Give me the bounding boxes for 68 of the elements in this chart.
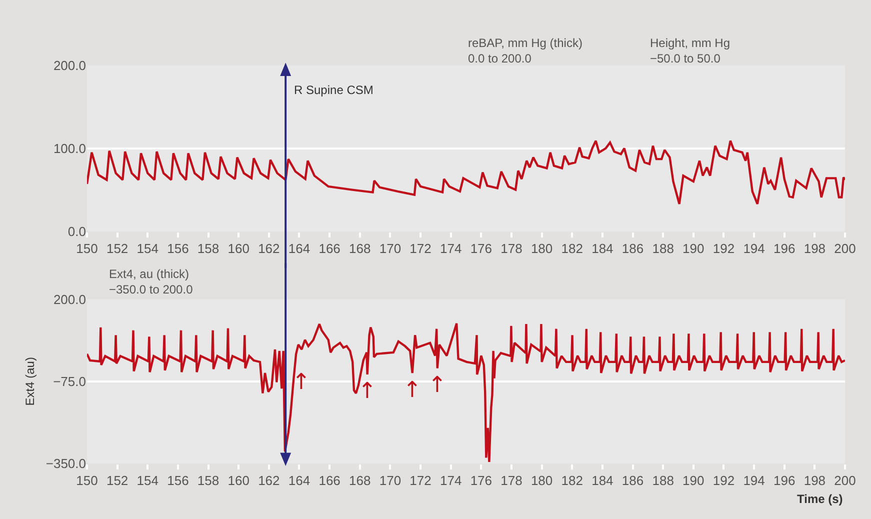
y-tick-label: −350.0 — [46, 456, 86, 471]
x-tick-label: 166 — [318, 473, 340, 488]
annotation: ↑ — [403, 378, 422, 403]
annotation: Height, mm Hg −50.0 to 50.0 — [650, 36, 730, 66]
x-tick-label: 174 — [440, 473, 462, 488]
x-tick-label: 168 — [349, 240, 371, 256]
x-tick-label: 166 — [318, 240, 340, 256]
x-tick-label: 156 — [167, 240, 189, 256]
x-tick-label: 192 — [712, 473, 735, 488]
x-tick-label: 198 — [804, 240, 826, 256]
x-tick-label: 190 — [682, 240, 704, 256]
x-tick-label: 162 — [258, 240, 280, 256]
x-tick-label: 180 — [530, 240, 553, 256]
x-tick-label: 152 — [106, 473, 128, 488]
x-tick-label: 164 — [288, 473, 310, 488]
x-tick-label: 200 — [834, 240, 856, 256]
x-axis-title: Time (s) — [797, 492, 843, 506]
x-tick-label: 172 — [410, 240, 432, 256]
x-tick-label: 158 — [197, 473, 220, 488]
annotation: ↑ — [358, 379, 376, 404]
x-tick-label: 184 — [592, 473, 614, 488]
x-tick-label: 182 — [561, 240, 583, 256]
x-tick-label: 196 — [774, 240, 796, 256]
x-tick-label: 178 — [500, 473, 522, 488]
y-tick-label: 0.0 — [68, 224, 86, 239]
x-tick-label: 172 — [410, 473, 432, 488]
annotation: ↑ — [428, 373, 446, 398]
x-tick-label: 180 — [530, 473, 553, 488]
x-tick-label: 158 — [197, 240, 220, 256]
x-tick-label: 190 — [682, 473, 704, 488]
text: Ext4, au (thick) −350.0 to 200.0 — [109, 267, 194, 297]
x-tick-label: 200 — [834, 473, 856, 488]
x-tick-label: 178 — [500, 240, 522, 256]
x-tick-label: 160 — [228, 240, 250, 256]
x-tick-label: 176 — [470, 473, 492, 488]
x-tick-label: 182 — [561, 473, 583, 488]
x-tick-label: 198 — [804, 473, 826, 488]
x-tick-label: 186 — [622, 240, 644, 256]
y-tick-label: 200.0 — [53, 58, 86, 73]
y-tick-label: 100.0 — [53, 140, 86, 156]
x-tick-label: 154 — [136, 240, 158, 256]
x-tick-label: 154 — [136, 473, 158, 488]
y-axis-title: Ext4 (au) — [23, 357, 38, 406]
x-tick-label: 192 — [712, 240, 735, 256]
x-tick-label: 150 — [76, 473, 98, 488]
x-tick-label: 150 — [76, 240, 98, 256]
x-tick-label: 170 — [379, 240, 402, 256]
x-tick-label: 164 — [288, 240, 310, 256]
annotation: reBAP, mm Hg (thick) 0.0 to 200.0 — [468, 36, 582, 66]
x-tick-label: 188 — [652, 240, 674, 256]
ref-line-label: R Supine CSM — [294, 83, 374, 97]
x-tick-label: 194 — [743, 473, 765, 488]
x-tick-label: 168 — [349, 473, 371, 488]
x-tick-label: 160 — [228, 473, 250, 488]
x-tick-label: 184 — [592, 240, 614, 256]
x-tick-label: 194 — [743, 240, 765, 256]
y-tick-label: 200.0 — [53, 292, 86, 307]
x-tick-label: 162 — [258, 473, 280, 488]
y-tick-label: −75.0 — [53, 374, 86, 389]
x-tick-label: 170 — [379, 473, 402, 488]
x-tick-label: 188 — [652, 473, 674, 488]
x-tick-label: 176 — [470, 240, 492, 256]
x-tick-label: 152 — [106, 240, 128, 256]
x-tick-label: 186 — [622, 473, 644, 488]
x-tick-label: 156 — [167, 473, 189, 488]
x-tick-label: 174 — [440, 240, 462, 256]
annotation: ↑ — [292, 370, 310, 395]
x-tick-label: 196 — [774, 473, 796, 488]
